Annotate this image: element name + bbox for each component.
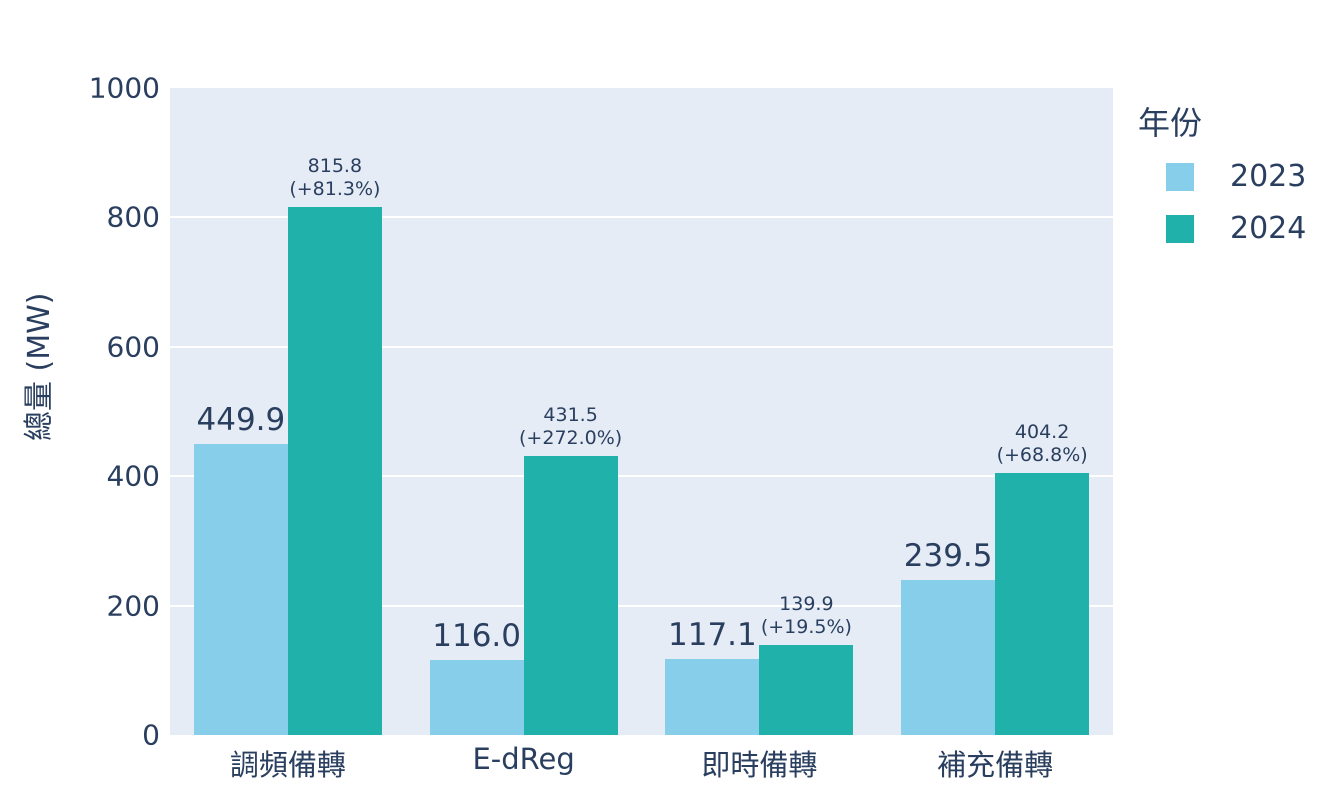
bar-2024-2[interactable] <box>759 644 854 735</box>
bar-value-text: 404.2 <box>1014 421 1070 444</box>
gridline <box>170 475 1113 478</box>
gridline <box>170 604 1113 607</box>
bar-percent-text: (+19.5%) <box>760 615 852 638</box>
plot-area: 449.9 815.8 (+81.3%) 116.0 431.5 (+272.0%) 117… <box>170 88 1113 735</box>
bar-2024-1[interactable] <box>523 455 618 735</box>
bar-2023-2[interactable] <box>665 659 760 735</box>
y-tick-label: 200 <box>106 589 160 623</box>
x-tick-label: E-dReg <box>472 742 575 776</box>
y-tick-label: 1000 <box>88 71 160 105</box>
bar-percent-text: (+272.0%) <box>519 426 623 449</box>
y-tick-label: 0 <box>142 718 160 752</box>
x-tick-label: 調頻備轉 <box>229 748 346 782</box>
legend-item-label: 2024 <box>1230 211 1307 246</box>
bar-value-label: 404.2 (+68.8%) <box>997 421 1088 467</box>
bar-2023-1[interactable] <box>429 659 524 735</box>
y-tick-label: 400 <box>106 459 160 493</box>
x-tick-label: 補充備轉 <box>937 748 1054 782</box>
bar-value-text: 431.5 <box>543 403 598 426</box>
bar-value-label: 116.0 <box>432 617 521 654</box>
bar-value-label: 139.9 (+19.5%) <box>761 593 852 639</box>
bar-percent-text: (+81.3%) <box>289 178 381 201</box>
bar-2023-0[interactable] <box>193 443 288 735</box>
legend-item-2023[interactable]: 2023 <box>1130 159 1306 194</box>
y-tick-label: 800 <box>106 200 160 234</box>
bar-value-label: 117.1 <box>668 617 757 654</box>
x-tick-label: 即時備轉 <box>701 748 818 782</box>
bar-value-label: 449.9 <box>196 401 286 438</box>
legend-item-2024[interactable]: 2024 <box>1130 211 1306 246</box>
legend-swatch-icon <box>1166 214 1194 243</box>
bar-value-text: 815.8 <box>307 155 363 178</box>
y-tick-label: 600 <box>106 330 160 364</box>
bar-value-label: 239.5 <box>903 537 993 574</box>
gridline <box>170 345 1113 348</box>
y-axis-title: 總量 (MW) <box>22 292 57 442</box>
legend-item-label: 2023 <box>1230 159 1307 194</box>
bar-value-text: 139.9 <box>779 592 834 615</box>
bar-2024-0[interactable] <box>287 207 382 735</box>
legend: 年份 2023 2024 <box>1130 98 1306 263</box>
bar-2023-3[interactable] <box>901 580 996 735</box>
legend-items: 2023 2024 <box>1130 159 1306 246</box>
legend-title: 年份 <box>1138 104 1203 142</box>
bar-value-label: 431.5 (+272.0%) <box>519 404 622 450</box>
bar-value-label: 815.8 (+81.3%) <box>289 155 380 201</box>
gridline <box>170 216 1113 219</box>
bar-percent-text: (+68.8%) <box>996 444 1088 467</box>
legend-swatch-icon <box>1166 162 1194 191</box>
bar-2024-3[interactable] <box>995 473 1090 735</box>
